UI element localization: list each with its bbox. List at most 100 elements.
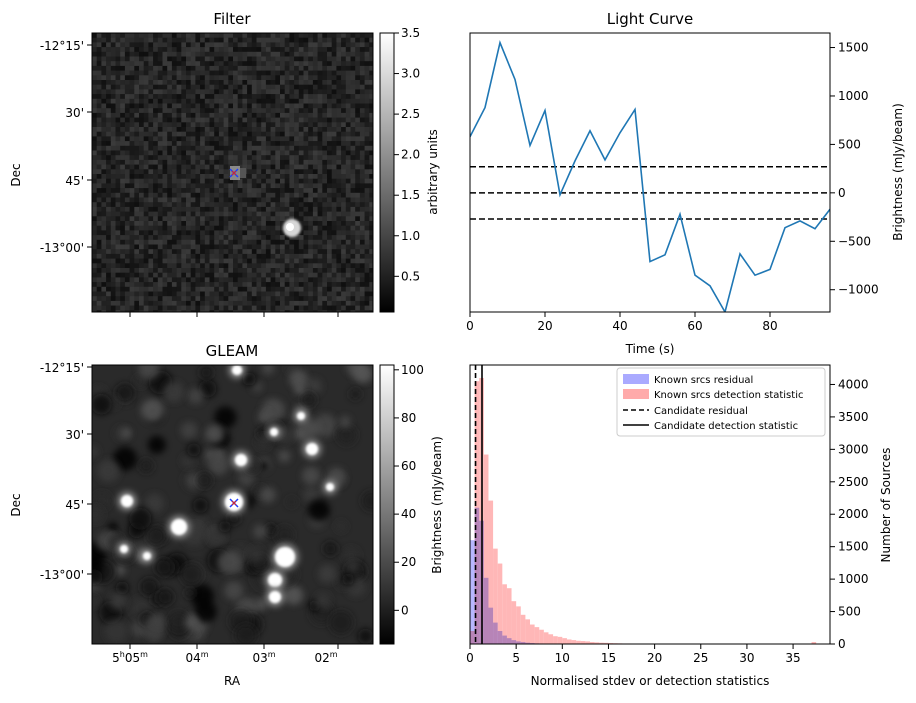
filter-pixel	[181, 127, 186, 132]
filter-pixel	[167, 174, 172, 179]
filter-pixel	[224, 287, 229, 292]
filter-pixel	[125, 287, 130, 292]
filter-pixel	[261, 282, 266, 287]
gleam-texture	[208, 454, 229, 475]
filter-pixel	[266, 146, 271, 151]
filter-pixel	[327, 306, 332, 311]
filter-pixel	[247, 249, 252, 254]
filter-pixel	[318, 249, 323, 254]
filter-pixel	[130, 183, 135, 188]
filter-pixel	[120, 75, 125, 80]
filter-pixel	[148, 141, 153, 146]
filter-pixel	[210, 122, 215, 127]
gleam-texture	[329, 611, 353, 635]
filter-pixel	[228, 33, 233, 38]
filter-pixel	[195, 132, 200, 137]
filter-pixel	[266, 52, 271, 57]
filter-pixel	[360, 38, 365, 43]
filter-pixel	[280, 136, 285, 141]
filter-pixel	[191, 99, 196, 104]
filter-pixel	[224, 104, 229, 109]
filter-pixel	[280, 151, 285, 156]
light-curve-ytick-label: −500	[838, 234, 871, 248]
filter-pixel	[120, 151, 125, 156]
filter-pixel	[365, 52, 370, 57]
filter-pixel	[214, 141, 219, 146]
filter-pixel	[299, 287, 304, 292]
filter-pixel	[336, 42, 341, 47]
filter-pixel	[336, 71, 341, 76]
filter-pixel	[369, 108, 374, 113]
filter-pixel	[341, 202, 346, 207]
filter-pixel	[318, 165, 323, 170]
filter-pixel	[214, 47, 219, 52]
filter-pixel	[163, 292, 168, 297]
filter-pixel	[247, 216, 252, 221]
filter-pixel	[238, 245, 243, 250]
filter-pixel	[116, 310, 121, 315]
filter-pixel	[172, 226, 177, 231]
filter-pixel	[294, 52, 299, 57]
filter-pixel	[369, 141, 374, 146]
filter-pixel	[327, 254, 332, 259]
filter-pixel	[191, 42, 196, 47]
filter-pixel	[195, 245, 200, 250]
filter-pixel	[148, 52, 153, 57]
filter-pixel	[257, 169, 262, 174]
filter-pixel	[200, 245, 205, 250]
filter-pixel	[125, 240, 130, 245]
filter-pixel	[144, 221, 149, 226]
filter-pixel	[351, 282, 356, 287]
filter-pixel	[355, 183, 360, 188]
filter-pixel	[130, 268, 135, 273]
filter-pixel	[308, 132, 313, 137]
filter-pixel	[186, 230, 191, 235]
filter-pixel	[210, 151, 215, 156]
filter-pixel	[351, 221, 356, 226]
filter-pixel	[106, 216, 111, 221]
filter-pixel	[355, 277, 360, 282]
filter-pixel	[125, 136, 130, 141]
filter-pixel	[125, 277, 130, 282]
filter-pixel	[101, 212, 106, 217]
filter-pixel	[247, 113, 252, 118]
filter-pixel	[289, 122, 294, 127]
gleam-ra-axis: 5h05m 04m 03m 02m RA	[112, 644, 338, 688]
filter-pixel	[177, 235, 182, 240]
filter-pixel	[139, 38, 144, 43]
filter-pixel	[261, 169, 266, 174]
filter-pixel	[233, 122, 238, 127]
filter-pixel	[346, 75, 351, 80]
filter-pixel	[285, 94, 290, 99]
filter-pixel	[134, 296, 139, 301]
filter-pixel	[294, 113, 299, 118]
filter-pixel	[158, 118, 163, 123]
filter-pixel	[144, 282, 149, 287]
filter-pixel	[332, 118, 337, 123]
filter-pixel	[195, 141, 200, 146]
filter-pixel	[219, 122, 224, 127]
filter-pixel	[247, 179, 252, 184]
filter-pixel	[313, 202, 318, 207]
filter-pixel	[191, 193, 196, 198]
filter-pixel	[327, 42, 332, 47]
filter-pixel	[116, 118, 121, 123]
filter-pixel	[365, 104, 370, 109]
filter-pixel	[97, 207, 102, 212]
histogram-bar-detection	[507, 588, 512, 644]
filter-pixel	[318, 94, 323, 99]
filter-pixel	[97, 188, 102, 193]
filter-pixel	[130, 216, 135, 221]
filter-pixel	[294, 47, 299, 52]
filter-pixel	[369, 118, 374, 123]
filter-pixel	[106, 122, 111, 127]
filter-pixel	[167, 99, 172, 104]
filter-pixel	[238, 193, 243, 198]
filter-pixel	[134, 108, 139, 113]
filter-pixel	[200, 33, 205, 38]
filter-pixel	[271, 85, 276, 90]
filter-pixel	[97, 75, 102, 80]
filter-pixel	[106, 118, 111, 123]
filter-pixel	[195, 198, 200, 203]
filter-pixel	[92, 160, 97, 165]
